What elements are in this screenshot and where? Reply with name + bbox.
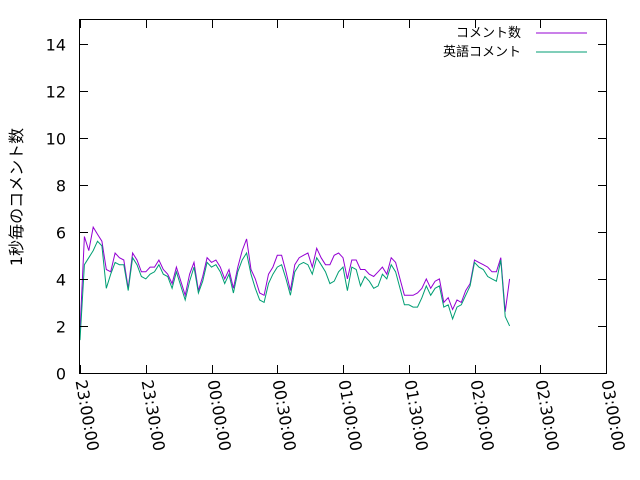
legend-label-comment-count: コメント数 bbox=[456, 26, 521, 41]
legend: コメント数 英語コメント bbox=[443, 26, 587, 60]
y-tick-label: 8 bbox=[56, 177, 66, 196]
series-line-0 bbox=[79, 225, 511, 331]
y-tick-label: 10 bbox=[46, 130, 66, 149]
series-line-1 bbox=[79, 240, 511, 341]
y-tick-label: 2 bbox=[56, 318, 66, 337]
y-tick-label: 0 bbox=[56, 365, 66, 384]
y-tick-label: 6 bbox=[56, 224, 66, 243]
plot-frame bbox=[79, 19, 607, 374]
legend-label-english-comments: 英語コメント bbox=[443, 44, 521, 60]
y-tick-label: 4 bbox=[56, 271, 66, 290]
y-axis: 0 2 4 6 8 10 12 14 bbox=[46, 36, 606, 384]
y-tick-label: 12 bbox=[46, 83, 66, 102]
series-layer bbox=[79, 225, 511, 341]
y-tick-label: 14 bbox=[46, 36, 66, 55]
y-axis-label: 1秒毎のコメント数 bbox=[7, 128, 26, 266]
